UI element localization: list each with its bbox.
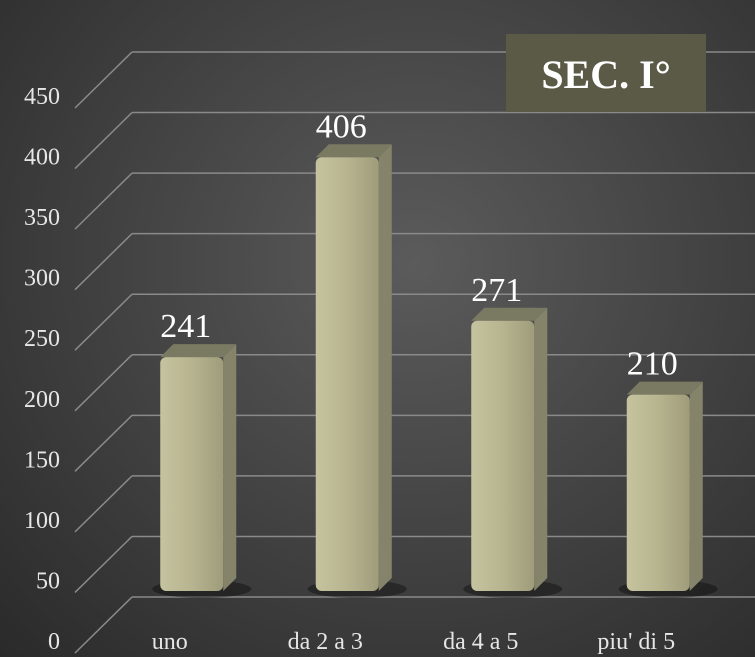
y-tick-label: 200 xyxy=(24,387,60,413)
gridlines xyxy=(74,51,755,654)
bar-top xyxy=(471,307,548,321)
bar-top xyxy=(160,344,237,358)
gridline-diagonal xyxy=(74,293,133,351)
y-tick-label: 150 xyxy=(24,447,60,473)
bar-side xyxy=(378,144,392,592)
bar xyxy=(160,357,224,591)
y-tick-label: 350 xyxy=(24,205,60,231)
x-tick-label: uno xyxy=(152,629,188,655)
data-label: 241 xyxy=(160,308,211,345)
y-tick-label: 300 xyxy=(24,266,60,292)
data-label: 210 xyxy=(627,346,678,383)
gridline-diagonal xyxy=(74,535,133,593)
data-label: 406 xyxy=(316,108,367,145)
x-tick-label: da 4 a 5 xyxy=(443,629,518,655)
y-tick-label: 100 xyxy=(24,508,60,534)
bar-side xyxy=(534,307,548,591)
y-tick-label: 0 xyxy=(48,629,60,655)
gridline-diagonal xyxy=(74,596,133,654)
x-tick-label: da 2 a 3 xyxy=(288,629,363,655)
gridline-diagonal xyxy=(74,414,133,472)
chart-title: SEC. I° xyxy=(541,52,670,97)
gridline-diagonal xyxy=(74,172,133,230)
chart-title-badge: SEC. I° xyxy=(506,34,706,112)
bar xyxy=(315,157,379,592)
bar-top xyxy=(626,381,703,395)
data-label: 271 xyxy=(471,272,522,309)
chart-title-background xyxy=(506,34,706,112)
y-tick-label: 250 xyxy=(24,326,60,352)
y-tick-label: 50 xyxy=(36,568,60,594)
gridline-diagonal xyxy=(74,233,133,291)
x-axis: uno da 2 a 3 da 4 a 5 piu' di 5 xyxy=(152,629,675,655)
bar xyxy=(471,320,535,591)
bar xyxy=(626,394,690,591)
bars: 241 406 271 210 xyxy=(152,108,718,598)
x-tick-label: piu' di 5 xyxy=(597,629,675,655)
y-tick-label: 400 xyxy=(24,145,60,171)
bar-side xyxy=(223,344,237,591)
y-axis: 0 50 100 150 200 250 300 350 400 450 xyxy=(24,84,60,655)
gridline-diagonal xyxy=(74,51,133,109)
gridline-diagonal xyxy=(74,354,133,412)
gridline-diagonal xyxy=(74,112,133,170)
bar-side xyxy=(689,381,703,591)
bar-top xyxy=(315,144,392,158)
gridline-diagonal xyxy=(74,475,133,533)
y-tick-label: 450 xyxy=(24,84,60,110)
